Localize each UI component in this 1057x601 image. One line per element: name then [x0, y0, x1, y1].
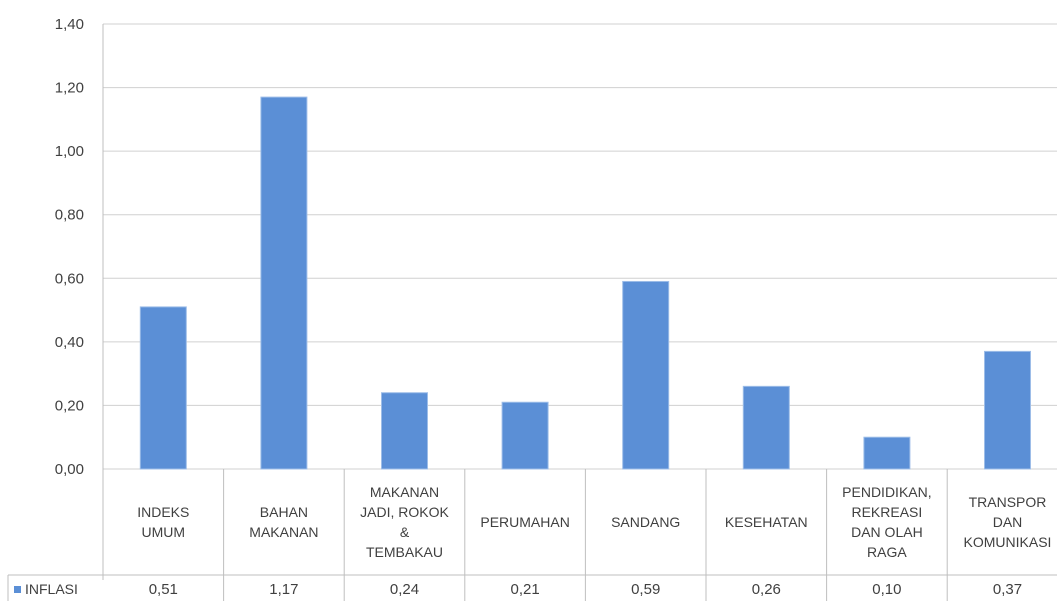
x-category-label: PENDIDIKAN, REKREASI DAN OLAH RAGA — [842, 484, 931, 560]
x-category-label-line: PENDIDIKAN, — [842, 484, 931, 500]
x-category-label-line: TRANSPOR — [969, 494, 1047, 510]
bar — [622, 280, 670, 470]
x-category-label-line: REKREASI — [851, 504, 922, 520]
x-category-label: BAHAN MAKANAN — [249, 504, 318, 540]
bar — [742, 385, 790, 470]
x-category-label-line: BAHAN — [260, 504, 308, 520]
x-category-label: PERUMAHAN — [480, 514, 569, 530]
bar — [863, 436, 911, 470]
x-category-label-line: UMUM — [142, 524, 186, 540]
legend-swatch — [14, 586, 21, 593]
x-category-label-line: DAN OLAH — [851, 524, 923, 540]
x-category-label: KESEHATAN — [725, 514, 808, 530]
y-tick-label: 0,40 — [55, 334, 84, 351]
y-tick-label: 1,40 — [55, 16, 84, 33]
x-category-label-line: DAN — [993, 514, 1023, 530]
bar — [260, 96, 308, 470]
x-category-label: MAKANAN JADI, ROKOK & TEMBAKAU — [360, 484, 449, 560]
legend-series-name: INFLASI — [25, 581, 78, 597]
bar — [381, 392, 428, 470]
bar — [501, 401, 549, 470]
x-category-label-line: KOMUNIKASI — [964, 534, 1052, 550]
y-tick-label: 0,80 — [55, 207, 84, 224]
x-category-label-line: KESEHATAN — [725, 514, 808, 530]
x-category-label-line: PERUMAHAN — [480, 514, 569, 530]
x-category-label-line: TEMBAKAU — [366, 544, 443, 560]
data-table-value: 0,51 — [149, 581, 178, 598]
y-tick-label: 0,20 — [55, 397, 84, 414]
y-tick-label: 0,00 — [55, 461, 84, 478]
y-tick-label: 0,60 — [55, 270, 84, 287]
x-category-label-line: RAGA — [867, 544, 907, 560]
y-tick-label: 1,00 — [55, 143, 84, 160]
data-table-value: 0,24 — [390, 581, 419, 598]
x-category-label: SANDANG — [611, 514, 680, 530]
data-table-value: 0,26 — [752, 581, 781, 598]
x-category-label-line: INDEKS — [137, 504, 189, 520]
data-table-value: 0,10 — [872, 581, 901, 598]
x-category-label-line: MAKANAN — [249, 524, 318, 540]
y-axis-tick-labels: 0,00 0,20 0,40 0,60 0,80 1,00 1,20 1,40 — [55, 16, 84, 478]
data-table-value: 0,59 — [631, 581, 660, 598]
x-category-label: INDEKS UMUM — [137, 504, 189, 540]
x-category-label-line: & — [400, 524, 410, 540]
x-category-label-line: SANDANG — [611, 514, 680, 530]
bar — [984, 350, 1031, 470]
x-category-label-line: JADI, ROKOK — [360, 504, 449, 520]
data-table-value: 0,37 — [993, 581, 1022, 598]
data-table-value: 0,21 — [510, 581, 539, 598]
bars — [139, 96, 1031, 470]
y-tick-label: 1,20 — [55, 80, 84, 97]
data-table: INDEKS UMUM BAHAN MAKANAN MAKANAN JADI, ROKOK… — [7, 469, 1057, 601]
x-category-label-line: MAKANAN — [370, 484, 439, 500]
bar — [139, 306, 187, 470]
x-category-label: TRANSPOR DAN KOMUNIKASI — [964, 494, 1052, 550]
data-table-value: 1,17 — [269, 581, 298, 598]
